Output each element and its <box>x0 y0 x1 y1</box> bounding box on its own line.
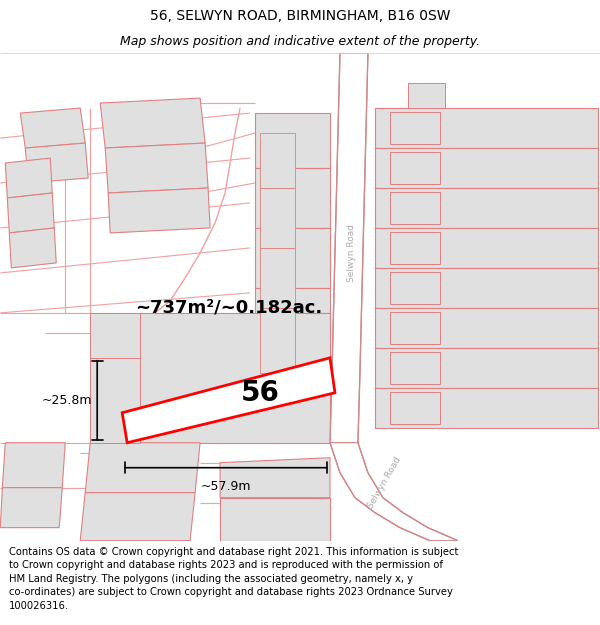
Polygon shape <box>390 392 440 424</box>
Polygon shape <box>255 353 330 412</box>
Polygon shape <box>255 228 330 288</box>
Polygon shape <box>80 492 195 541</box>
Polygon shape <box>122 357 335 442</box>
Polygon shape <box>90 357 140 442</box>
Polygon shape <box>260 133 295 188</box>
Polygon shape <box>390 232 440 264</box>
Polygon shape <box>105 143 208 193</box>
Text: 56: 56 <box>241 379 280 407</box>
Polygon shape <box>260 188 295 248</box>
Text: Contains OS data © Crown copyright and database right 2021. This information is : Contains OS data © Crown copyright and d… <box>9 546 458 611</box>
Text: ~25.8m: ~25.8m <box>42 394 92 407</box>
Polygon shape <box>375 308 598 348</box>
Polygon shape <box>375 108 598 148</box>
Polygon shape <box>330 53 368 442</box>
Polygon shape <box>108 188 210 233</box>
Polygon shape <box>375 388 598 428</box>
Polygon shape <box>375 268 598 308</box>
Polygon shape <box>375 148 598 188</box>
Polygon shape <box>390 272 440 304</box>
Polygon shape <box>5 158 52 198</box>
Polygon shape <box>255 288 330 353</box>
Polygon shape <box>2 442 65 488</box>
Polygon shape <box>90 313 140 358</box>
Text: Map shows position and indicative extent of the property.: Map shows position and indicative extent… <box>120 35 480 48</box>
Polygon shape <box>375 348 598 388</box>
Polygon shape <box>90 313 330 442</box>
Text: Selwyn Road: Selwyn Road <box>367 456 403 510</box>
Polygon shape <box>408 83 445 108</box>
Polygon shape <box>25 143 88 183</box>
Text: ~737m²/~0.182ac.: ~737m²/~0.182ac. <box>135 299 322 317</box>
Text: Selwyn Road: Selwyn Road <box>347 224 356 282</box>
Polygon shape <box>390 192 440 224</box>
Polygon shape <box>220 458 330 498</box>
Polygon shape <box>390 352 440 384</box>
Polygon shape <box>375 228 598 268</box>
Polygon shape <box>100 98 205 148</box>
Polygon shape <box>330 442 458 541</box>
Polygon shape <box>9 228 56 268</box>
Polygon shape <box>220 498 330 541</box>
Polygon shape <box>7 193 54 233</box>
Polygon shape <box>390 312 440 344</box>
Polygon shape <box>20 108 85 148</box>
Polygon shape <box>390 112 440 144</box>
Polygon shape <box>260 308 295 372</box>
Polygon shape <box>1 488 62 528</box>
Text: 56, SELWYN ROAD, BIRMINGHAM, B16 0SW: 56, SELWYN ROAD, BIRMINGHAM, B16 0SW <box>150 9 450 23</box>
Polygon shape <box>255 113 330 168</box>
Text: ~57.9m: ~57.9m <box>201 480 251 492</box>
Polygon shape <box>260 248 295 308</box>
Polygon shape <box>85 442 200 493</box>
Polygon shape <box>255 168 330 228</box>
Polygon shape <box>375 188 598 228</box>
Polygon shape <box>390 152 440 184</box>
